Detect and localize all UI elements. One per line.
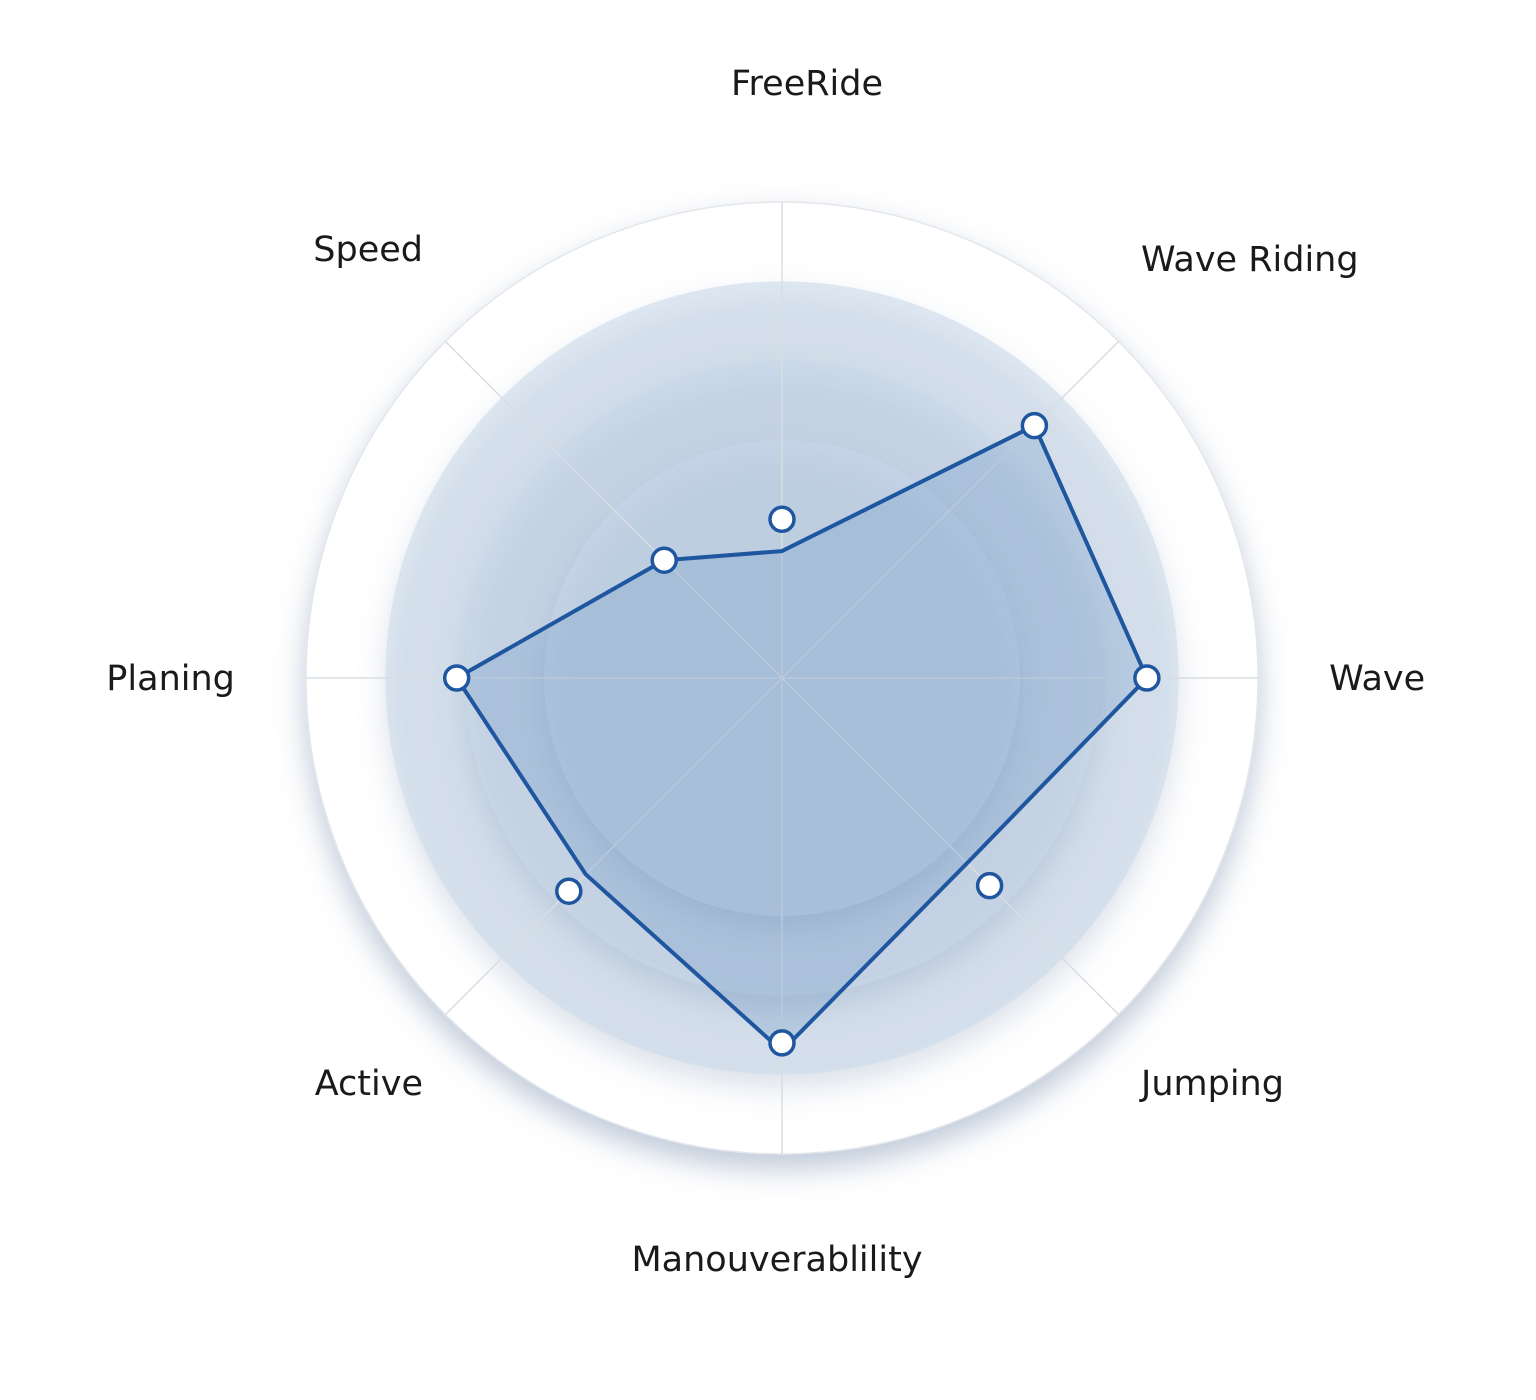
radar-point-7	[650, 546, 678, 574]
axis-label-4: Manouverablility	[631, 1240, 922, 1280]
axis-label-7: Speed	[313, 230, 423, 270]
axis-label-3: Jumping	[1139, 1064, 1284, 1104]
axis-label-6: Planing	[106, 659, 235, 699]
axis-label-0: FreeRide	[731, 64, 883, 104]
radar-spoke-7	[444, 340, 783, 679]
radar-point-0	[768, 505, 796, 534]
axis-label-1: Wave Riding	[1141, 240, 1359, 280]
radar-spokes	[306, 202, 1258, 1154]
radar-point-2	[1133, 664, 1161, 692]
radar-markers	[442, 411, 1161, 1057]
radar-spoke-1	[781, 340, 1120, 679]
axis-label-2: Wave	[1329, 659, 1425, 699]
radar-spoke-5	[444, 677, 783, 1016]
axis-label-5: Active	[315, 1064, 423, 1104]
radar-point-4	[768, 1029, 796, 1057]
radar-axis-labels: FreeRide Wave Riding Wave Jumping Manouverab…	[106, 64, 1425, 1280]
radar-point-3	[975, 871, 1004, 900]
radar-point-1	[1020, 411, 1049, 440]
radar-spoke-3	[781, 677, 1120, 1016]
radar-point-5	[555, 877, 583, 905]
radar-point-6	[442, 664, 471, 692]
